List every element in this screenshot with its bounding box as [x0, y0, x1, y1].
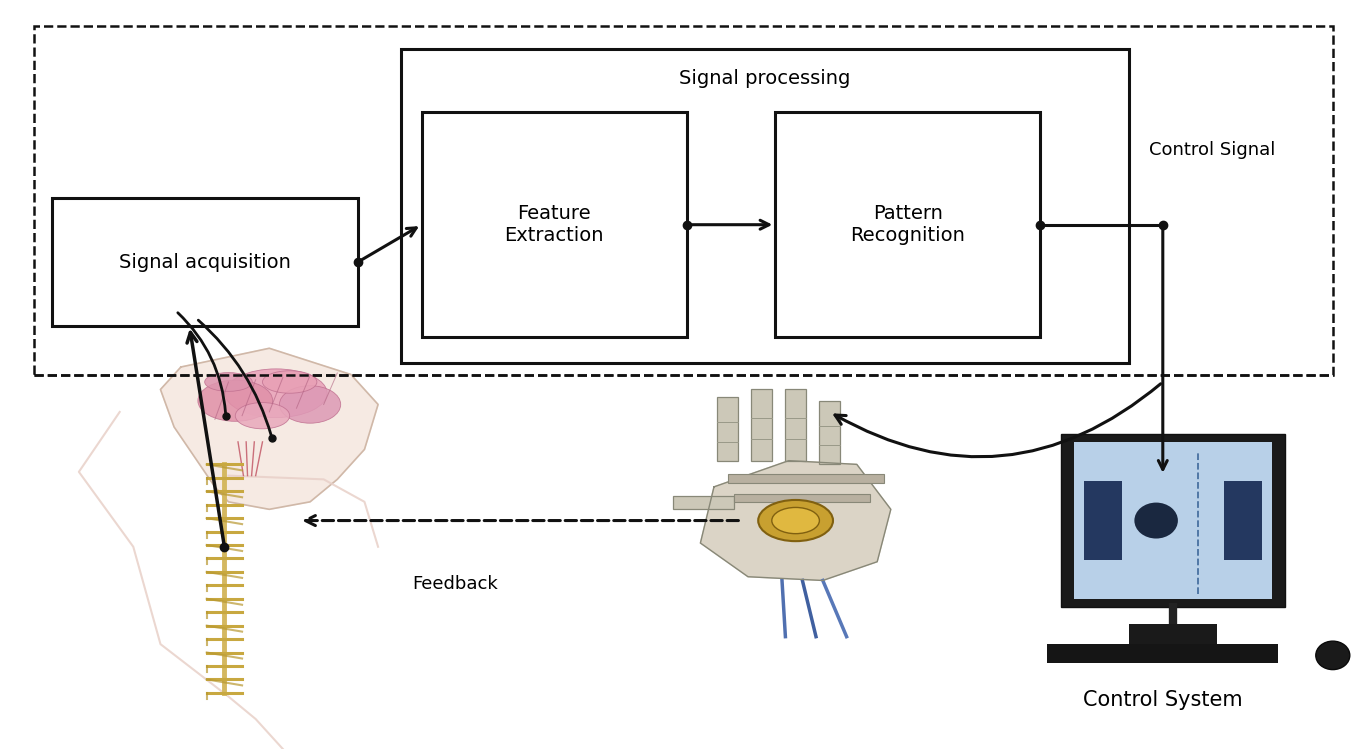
Text: Control Signal: Control Signal: [1149, 141, 1276, 159]
Ellipse shape: [262, 371, 317, 393]
Bar: [1074, 442, 1272, 599]
Ellipse shape: [235, 403, 290, 428]
Text: Feature
Extraction: Feature Extraction: [505, 204, 604, 245]
Bar: [819, 401, 840, 464]
Bar: [728, 474, 884, 483]
Bar: [1084, 482, 1122, 560]
Bar: [401, 49, 1129, 363]
Bar: [52, 198, 358, 326]
Bar: [673, 496, 734, 509]
Ellipse shape: [204, 373, 253, 391]
Text: Signal processing: Signal processing: [679, 69, 851, 88]
Bar: [717, 397, 738, 461]
Bar: [34, 26, 1333, 374]
Ellipse shape: [224, 369, 326, 418]
Ellipse shape: [1316, 641, 1350, 670]
Bar: [422, 112, 687, 337]
Ellipse shape: [1134, 503, 1178, 539]
Text: Control System: Control System: [1083, 691, 1243, 710]
Ellipse shape: [759, 500, 832, 541]
Bar: [1224, 482, 1262, 560]
Ellipse shape: [279, 386, 341, 423]
Bar: [734, 494, 870, 502]
Text: Feedback: Feedback: [412, 575, 499, 593]
Polygon shape: [160, 348, 378, 509]
Ellipse shape: [772, 508, 819, 533]
Bar: [1129, 624, 1217, 648]
Bar: [1047, 644, 1278, 663]
Polygon shape: [700, 461, 891, 580]
Bar: [1061, 434, 1285, 607]
Text: Pattern
Recognition: Pattern Recognition: [850, 204, 966, 245]
Text: Signal acquisition: Signal acquisition: [118, 252, 291, 272]
Bar: [785, 389, 806, 461]
Bar: [751, 389, 772, 461]
Bar: [775, 112, 1040, 337]
Ellipse shape: [197, 380, 272, 422]
